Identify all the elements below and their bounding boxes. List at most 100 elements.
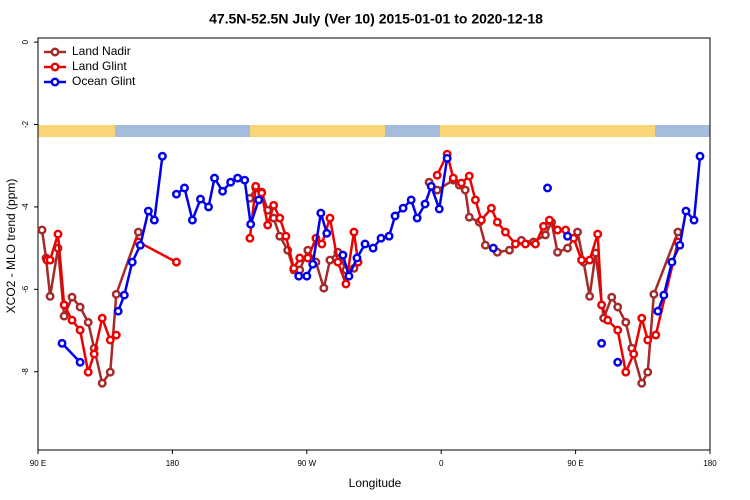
point: [37, 225, 47, 235]
y-axis-label: XCO2 - MLO trend (ppm): [4, 179, 18, 314]
point: [59, 311, 69, 321]
point: [384, 231, 394, 241]
point: [681, 206, 691, 216]
y-tick-label: 0: [21, 39, 30, 44]
point: [67, 292, 77, 302]
point: [637, 313, 647, 323]
point: [629, 349, 639, 359]
point: [143, 206, 153, 216]
ocean-band: [115, 125, 250, 137]
point: [442, 153, 452, 163]
point: [470, 195, 480, 205]
point: [504, 245, 514, 255]
point: [322, 228, 332, 238]
point: [510, 239, 520, 249]
ocean-band: [655, 125, 710, 137]
point: [464, 171, 474, 181]
point: [464, 212, 474, 222]
legend-label: Land Nadir: [72, 44, 131, 58]
point: [245, 233, 255, 243]
ocean-band: [385, 125, 440, 137]
point: [295, 253, 305, 263]
point: [543, 183, 552, 193]
legend-marker: [50, 47, 60, 57]
point: [649, 289, 659, 299]
point: [530, 239, 540, 249]
point: [204, 202, 213, 212]
series-line: [436, 150, 680, 377]
point: [349, 227, 359, 237]
point: [127, 257, 137, 267]
legend-label: Ocean Glint: [72, 74, 136, 88]
point: [333, 257, 343, 267]
point: [325, 255, 335, 265]
point: [157, 151, 167, 161]
point: [651, 330, 661, 340]
point: [75, 325, 85, 335]
point: [113, 306, 123, 316]
point: [83, 317, 93, 327]
point: [210, 173, 219, 183]
x-tick-label: 0: [439, 459, 444, 468]
point: [563, 231, 572, 241]
y-tick-label: -2: [21, 120, 30, 128]
point: [360, 239, 370, 249]
x-tick-label: 180: [703, 459, 717, 468]
point: [133, 227, 143, 237]
point: [653, 306, 663, 316]
point: [119, 290, 129, 300]
point: [486, 203, 496, 213]
point: [593, 229, 603, 239]
series-line: [40, 229, 140, 387]
point: [432, 170, 442, 180]
point: [251, 181, 261, 191]
x-tick-label: 90 W: [297, 459, 316, 468]
surface-strip: [38, 125, 710, 137]
point: [603, 315, 613, 325]
point: [376, 233, 386, 243]
point: [637, 378, 647, 388]
point: [492, 217, 502, 227]
point: [187, 215, 197, 225]
point: [563, 243, 572, 253]
point: [659, 290, 669, 300]
point: [573, 227, 582, 237]
point: [303, 253, 313, 263]
x-axis-label: Longitude: [349, 476, 402, 490]
point: [149, 215, 159, 225]
series-line: [175, 174, 260, 225]
x-tick-label: 90 E: [567, 459, 583, 468]
point: [97, 378, 107, 388]
point: [420, 199, 430, 209]
point: [553, 225, 562, 235]
point: [180, 183, 189, 193]
point: [316, 208, 326, 218]
point: [325, 213, 335, 223]
point: [89, 349, 99, 359]
point: [597, 300, 607, 310]
x-tick-label: 180: [166, 459, 180, 468]
point: [171, 189, 181, 199]
point: [257, 188, 267, 198]
point: [275, 213, 285, 223]
point: [406, 195, 416, 205]
point: [460, 185, 470, 195]
point: [105, 335, 115, 345]
point: [289, 263, 299, 273]
point: [53, 229, 63, 239]
point: [226, 177, 236, 187]
point: [412, 213, 422, 223]
point: [45, 291, 55, 301]
point: [500, 227, 510, 237]
point: [75, 357, 85, 367]
point: [613, 302, 623, 312]
point: [613, 325, 623, 335]
point: [667, 257, 677, 267]
point: [368, 243, 378, 253]
point: [432, 185, 442, 195]
point: [319, 283, 329, 293]
point: [263, 220, 273, 230]
point: [341, 279, 351, 289]
point: [269, 200, 279, 210]
